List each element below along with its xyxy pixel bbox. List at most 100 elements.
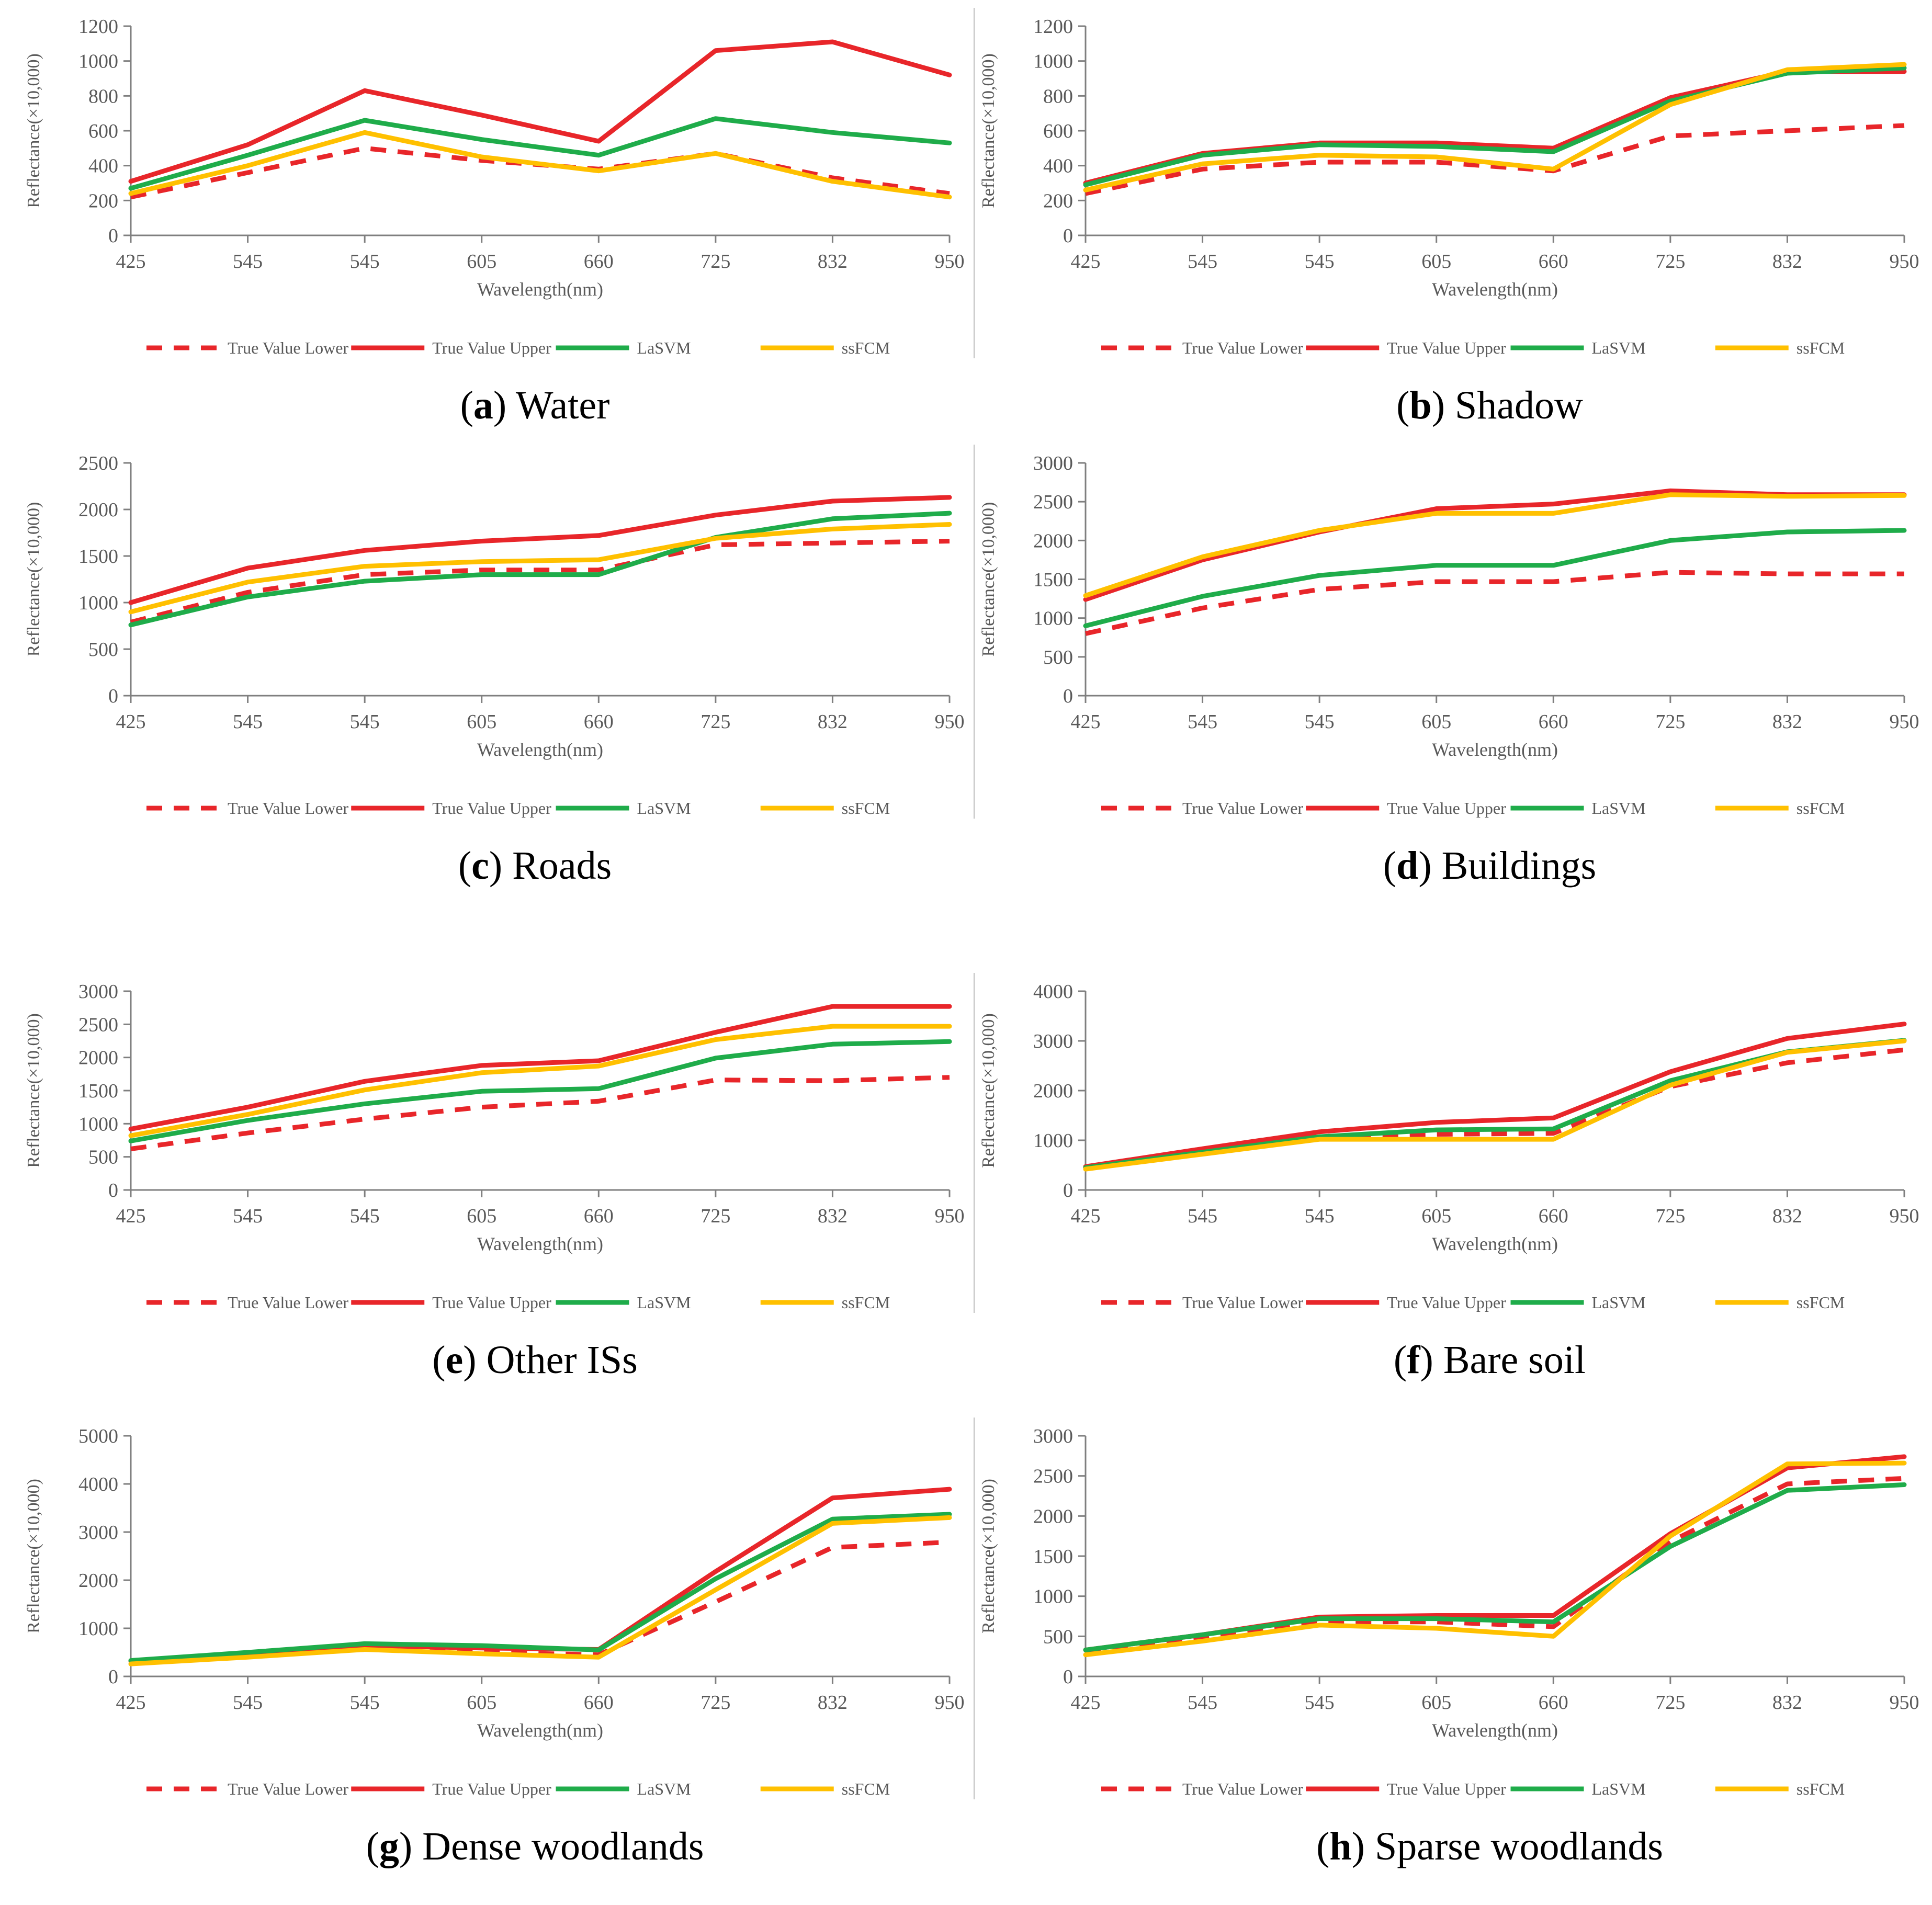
legend-label: ssFCM [1797,1293,1845,1312]
y-axis-title: Reflectance(×10,000) [979,1013,998,1168]
y-tick-label: 1000 [78,1618,118,1640]
x-tick-label: 545 [1188,711,1217,733]
x-tick-label: 725 [701,711,730,733]
legend-label: LaSVM [1592,1779,1646,1798]
x-tick-label: 832 [1772,1692,1802,1714]
caption-paren-open: ( [1383,844,1396,888]
legend-label: True Value Lower [228,338,348,357]
y-tick-label: 2500 [1033,491,1073,513]
y-tick-label: 1500 [78,546,118,568]
x-tick-label: 545 [233,1692,263,1714]
x-tick-label: 425 [116,1692,146,1714]
y-tick-label: 1000 [1033,1130,1073,1152]
caption-title: ) Water [493,383,609,427]
legend-label: True Value Lower [1182,338,1303,357]
x-tick-label: 950 [1890,251,1919,273]
y-tick-label: 2500 [1033,1466,1073,1488]
x-tick-label: 545 [350,1692,380,1714]
x-tick-label: 950 [1890,1205,1919,1227]
y-tick-label: 1200 [1033,16,1073,38]
y-tick-label: 500 [1043,647,1073,668]
y-tick-label: 1000 [1033,51,1073,73]
x-tick-label: 545 [1188,251,1217,273]
y-tick-label: 2000 [1033,1505,1073,1527]
legend-label: True Value Upper [1387,1293,1506,1312]
y-tick-label: 0 [1063,225,1073,247]
y-tick-label: 1500 [1033,1546,1073,1568]
caption-letter: h [1329,1824,1351,1868]
caption-title: ) Sparse woodlands [1352,1824,1663,1868]
series-line-true-value-upper [128,495,952,605]
legend-label: True Value Lower [1182,799,1303,818]
x-tick-label: 725 [701,1205,730,1227]
series-line-true-value-upper [128,1487,952,1664]
chart-panel-sparse-woodlands: 0 500 1000 1500 2000 2500 3000 425 545 545 605 660 7… [979,1425,1919,1868]
series-line-true-value-lower [1085,570,1904,636]
caption-title: ) Other ISs [463,1338,638,1382]
legend-label: True Value Lower [1182,1293,1303,1312]
legend-label: True Value Upper [1387,799,1506,818]
y-tick-label: 500 [88,1147,118,1169]
series-line-ssfcm [1083,1038,1907,1172]
y-tick-label: 1000 [1033,1586,1073,1608]
y-tick-label: 600 [88,120,118,142]
y-tick-label: 0 [1063,1180,1073,1201]
x-tick-label: 660 [1539,711,1568,733]
x-tick-label: 425 [1071,711,1101,733]
x-tick-label: 425 [116,711,146,733]
series-line-ssfcm [128,1024,952,1138]
x-tick-label: 545 [1188,1205,1217,1227]
series-line-lasvm [1083,528,1907,628]
y-tick-label: 0 [108,225,118,247]
x-tick-label: 832 [818,251,848,273]
x-tick-label: 725 [701,251,730,273]
y-tick-label: 1000 [78,592,118,614]
legend-label: True Value Upper [432,799,551,818]
legend-label: ssFCM [842,799,890,818]
panel-caption: (f) Bare soil [1394,1338,1586,1382]
y-tick-label: 400 [88,155,118,177]
legend-label: ssFCM [1797,799,1845,818]
chart-panel-other-iss: 0 500 1000 1500 2000 2500 3000 425 545 545 605 660 7… [24,973,975,1382]
x-tick-label: 725 [1655,1205,1685,1227]
y-tick-label: 500 [88,639,118,661]
x-tick-label: 545 [1305,1692,1335,1714]
x-axis-title: Wavelength(nm) [477,739,603,760]
legend-label: True Value Upper [432,338,551,357]
y-tick-label: 4000 [78,1473,118,1495]
series-line-ssfcm [1083,62,1907,192]
caption-paren-open: ( [1396,383,1409,427]
legend-label: True Value Lower [228,799,348,818]
x-tick-label: 425 [116,1205,146,1227]
legend-label: ssFCM [842,338,890,357]
panel-caption: (c) Roads [458,844,612,888]
x-tick-label: 605 [467,1692,496,1714]
y-tick-label: 2000 [78,1570,118,1592]
x-tick-label: 832 [1772,1205,1802,1227]
x-axis-title: Wavelength(nm) [1432,279,1558,300]
x-axis-title: Wavelength(nm) [477,279,603,300]
legend-label: LaSVM [637,799,691,818]
y-tick-label: 1500 [78,1080,118,1102]
series-line-lasvm [128,511,952,628]
caption-letter: b [1409,383,1431,427]
y-tick-label: 0 [108,1180,118,1201]
legend-label: ssFCM [842,1779,890,1798]
series-line-lasvm [1083,1482,1907,1652]
legend-label: LaSVM [637,1779,691,1798]
x-tick-label: 660 [1539,1205,1568,1227]
x-tick-label: 832 [1772,711,1802,733]
y-tick-label: 1500 [1033,569,1073,591]
y-tick-label: 0 [108,685,118,707]
legend-label: ssFCM [1797,1779,1845,1798]
caption-letter: e [446,1338,464,1382]
y-tick-label: 0 [108,1666,118,1688]
panel-caption: (b) Shadow [1396,383,1583,427]
y-tick-label: 4000 [1033,981,1073,1003]
series-line-lasvm [128,1512,952,1663]
series-line-true-value-upper [128,1004,952,1131]
legend-label: LaSVM [1592,1293,1646,1312]
y-tick-label: 3000 [78,1522,118,1544]
series-line-true-value-upper [1083,1022,1907,1169]
